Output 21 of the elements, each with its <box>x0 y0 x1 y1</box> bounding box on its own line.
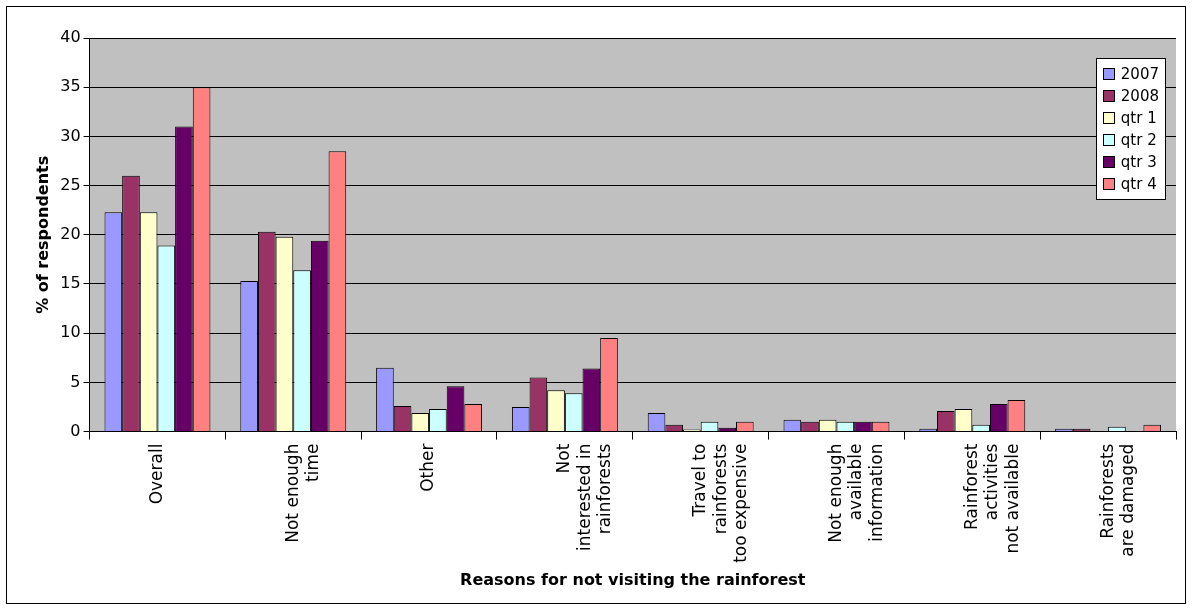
x-tick-label: Other <box>417 443 438 492</box>
y-tick-label: 10 <box>60 322 81 342</box>
legend-label: qtr 1 <box>1119 108 1158 129</box>
x-axis-title: Reasons for not visiting the rainforest <box>460 569 806 589</box>
y-tick-label: 15 <box>60 273 81 293</box>
y-axis-title: % of respondents <box>32 155 52 314</box>
y-tick-label: 25 <box>60 174 81 194</box>
y-tick-label: 35 <box>60 76 81 96</box>
y-tick-label: 30 <box>60 125 81 145</box>
legend-label: 2008 <box>1119 86 1159 107</box>
legend-label: qtr 3 <box>1119 152 1158 173</box>
y-tick-label: 5 <box>70 371 81 391</box>
legend-label: 2007 <box>1119 64 1159 85</box>
y-tick-label: 20 <box>60 223 81 243</box>
y-tick-label: 0 <box>70 420 81 440</box>
x-tick-label: Not enough time <box>281 443 323 543</box>
legend-label: qtr 2 <box>1119 130 1158 151</box>
x-tick-label: Overall <box>145 443 166 505</box>
legend-label: qtr 4 <box>1119 174 1158 195</box>
x-tick-label: Not interested in rainforests <box>553 443 615 551</box>
y-tick-label: 40 <box>60 27 81 47</box>
